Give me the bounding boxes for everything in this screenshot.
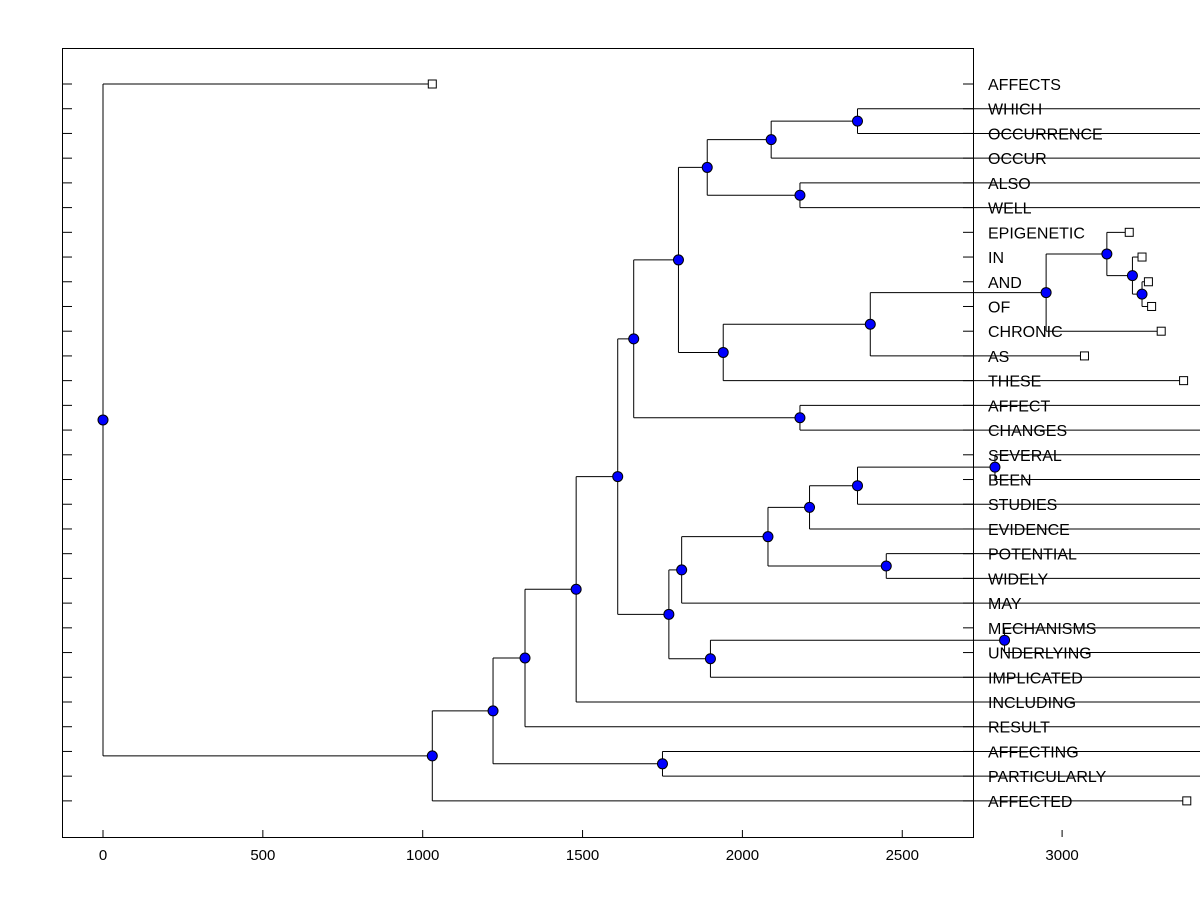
merge-node (426, 750, 438, 762)
merge-node (794, 189, 806, 201)
leaf-label: WIDELY (988, 571, 1048, 588)
merge-node (612, 471, 624, 483)
leaf-label: MAY (988, 596, 1022, 613)
merge-node (851, 115, 863, 127)
leaf-marker (427, 79, 437, 89)
leaf-label: OCCURRENCE (988, 126, 1103, 143)
leaf-marker (1147, 301, 1157, 311)
x-axis: 0500100015002000250030003500400045005000 (99, 830, 1079, 864)
leaf-label: AFFECT (988, 398, 1050, 415)
merge-node (676, 564, 688, 576)
leaf-label: OCCUR (988, 151, 1047, 168)
leaf-marker (1079, 351, 1089, 361)
leaf-label: POTENTIAL (988, 547, 1077, 564)
merge-node (570, 583, 582, 595)
leaf-label: WHICH (988, 102, 1042, 119)
leaf-label: RESULT (988, 720, 1050, 737)
leaf-marker (1137, 252, 1147, 262)
leaf-marker (1156, 326, 1166, 336)
merge-node (717, 346, 729, 358)
plot-frame (62, 48, 974, 838)
leaf-label: WELL (988, 201, 1032, 218)
merge-node (851, 480, 863, 492)
leaf-label: CHANGES (988, 423, 1067, 440)
leaf-label: IN (988, 250, 1004, 267)
leaf-label: AFFECTS (988, 77, 1061, 94)
merge-node (1101, 248, 1113, 260)
merge-node (704, 653, 716, 665)
merge-node (999, 634, 1011, 646)
leaf-label: THESE (988, 374, 1041, 391)
merge-node (989, 461, 1001, 473)
leaf-label: EPIGENETIC (988, 225, 1085, 242)
merge-node (487, 705, 499, 717)
leaf-label: INCLUDING (988, 695, 1076, 712)
leaf-marker (1143, 277, 1153, 287)
merge-node (97, 414, 109, 426)
merge-nodes (97, 115, 1148, 770)
leaf-label: AS (988, 349, 1009, 366)
leaf-label: IMPLICATED (988, 670, 1083, 687)
merge-node (1126, 270, 1138, 282)
leaf-label: AFFECTING (988, 744, 1079, 761)
merge-node (663, 608, 675, 620)
merge-node (701, 161, 713, 173)
merge-node (672, 254, 684, 266)
merge-node (804, 501, 816, 513)
leaf-labels: AFFECTS WHICH OCCURRENCE OCCUR ALSO WELL EPIGE… (988, 77, 1107, 811)
leaf-label: STUDIES (988, 497, 1057, 514)
x-tick-label: 2500 (886, 847, 919, 864)
merge-node (864, 318, 876, 330)
merge-node (519, 652, 531, 664)
left-axis-ticks (62, 83, 72, 802)
leaf-marker (1124, 227, 1134, 237)
x-tick-label: 1500 (566, 847, 599, 864)
merge-node (794, 412, 806, 424)
leaf-label: MECHANISMS (988, 621, 1096, 638)
merge-node (628, 333, 640, 345)
leaf-label: PARTICULARLY (988, 769, 1107, 786)
leaf-markers (427, 79, 1192, 806)
x-tick-label: 500 (250, 847, 275, 864)
x-tick-label: 0 (99, 847, 107, 864)
leaf-label: UNDERLYING (988, 646, 1092, 663)
x-tick-label: 1000 (406, 847, 439, 864)
dendrogram-links (102, 83, 1200, 802)
leaf-label: OF (988, 299, 1010, 316)
leaf-marker (1182, 796, 1192, 806)
merge-node (762, 531, 774, 543)
leaf-label: SEVERAL (988, 448, 1062, 465)
leaf-label: AND (988, 275, 1022, 292)
merge-node (880, 560, 892, 572)
merge-node (1040, 287, 1052, 299)
leaf-label: CHRONIC (988, 324, 1063, 341)
merge-node (765, 134, 777, 146)
leaf-label: BEEN (988, 473, 1032, 490)
merge-node (656, 758, 668, 770)
leaf-label: ALSO (988, 176, 1031, 193)
leaf-marker (1179, 376, 1189, 386)
merge-node (1136, 288, 1148, 300)
x-tick-label: 3000 (1045, 847, 1078, 864)
leaf-label: EVIDENCE (988, 522, 1070, 539)
x-tick-label: 2000 (726, 847, 759, 864)
leaf-label: AFFECTED (988, 794, 1072, 811)
